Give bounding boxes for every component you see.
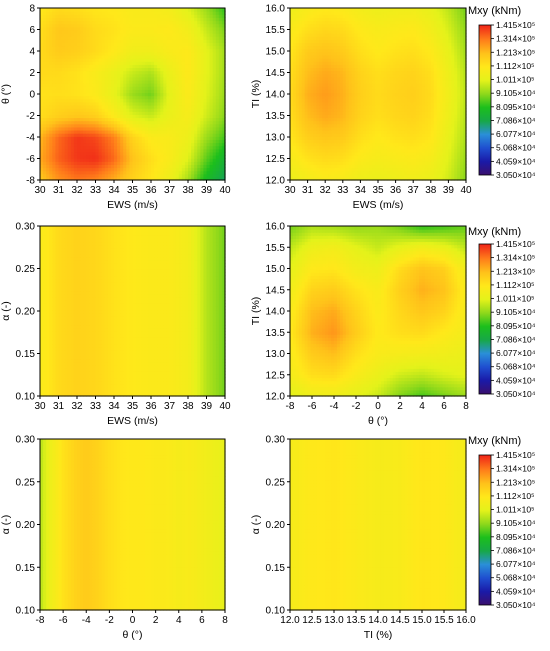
panel-2: 30 31 32 33 34 35 36 37 38 39 4012.012.513.013.514… <box>250 4 472 212</box>
panels-layer: 30 31 32 33 34 35 36 37 38 39 40 -8 -6 -4 -2 0 2 4 6 8 EWS (… <box>0 4 476 642</box>
x-tick-label: 32 <box>71 185 83 196</box>
contour-field <box>290 8 467 181</box>
x-tick-label: 38 <box>182 185 194 196</box>
panel-1: 30 31 32 33 34 35 36 37 38 39 40 -8 -6 -4 -2 0 2 4 6 8 EWS (… <box>0 4 231 212</box>
x-tick-label: 39 <box>201 185 213 196</box>
y-tick-label: -4 <box>26 133 35 144</box>
x-tick-label: 40 <box>219 185 231 196</box>
y-tick-label: 0 <box>29 90 35 101</box>
y-tick-label: 2 <box>29 68 35 79</box>
contour-field <box>40 8 226 181</box>
y-tick-label: 4 <box>29 47 35 58</box>
x-tick-label: 35 <box>127 185 139 196</box>
x-tick-label: 33 <box>90 185 102 196</box>
y-tick-label: 6 <box>29 25 35 36</box>
y-tick-label: 8 <box>29 4 35 15</box>
y-tick-label: -2 <box>26 111 35 122</box>
x-tick-label: 30 <box>34 185 46 196</box>
x-tick-label: 34 <box>108 185 120 196</box>
y-tick-label: -6 <box>26 154 35 165</box>
x-tick-label: 37 <box>164 185 176 196</box>
x-axis-label: EWS (m/s) <box>107 199 158 211</box>
x-tick-label: 31 <box>53 185 65 196</box>
x-tick-label: 36 <box>145 185 157 196</box>
y-tick-label: -8 <box>26 176 35 187</box>
y-axis-label: θ (°) <box>0 84 12 104</box>
